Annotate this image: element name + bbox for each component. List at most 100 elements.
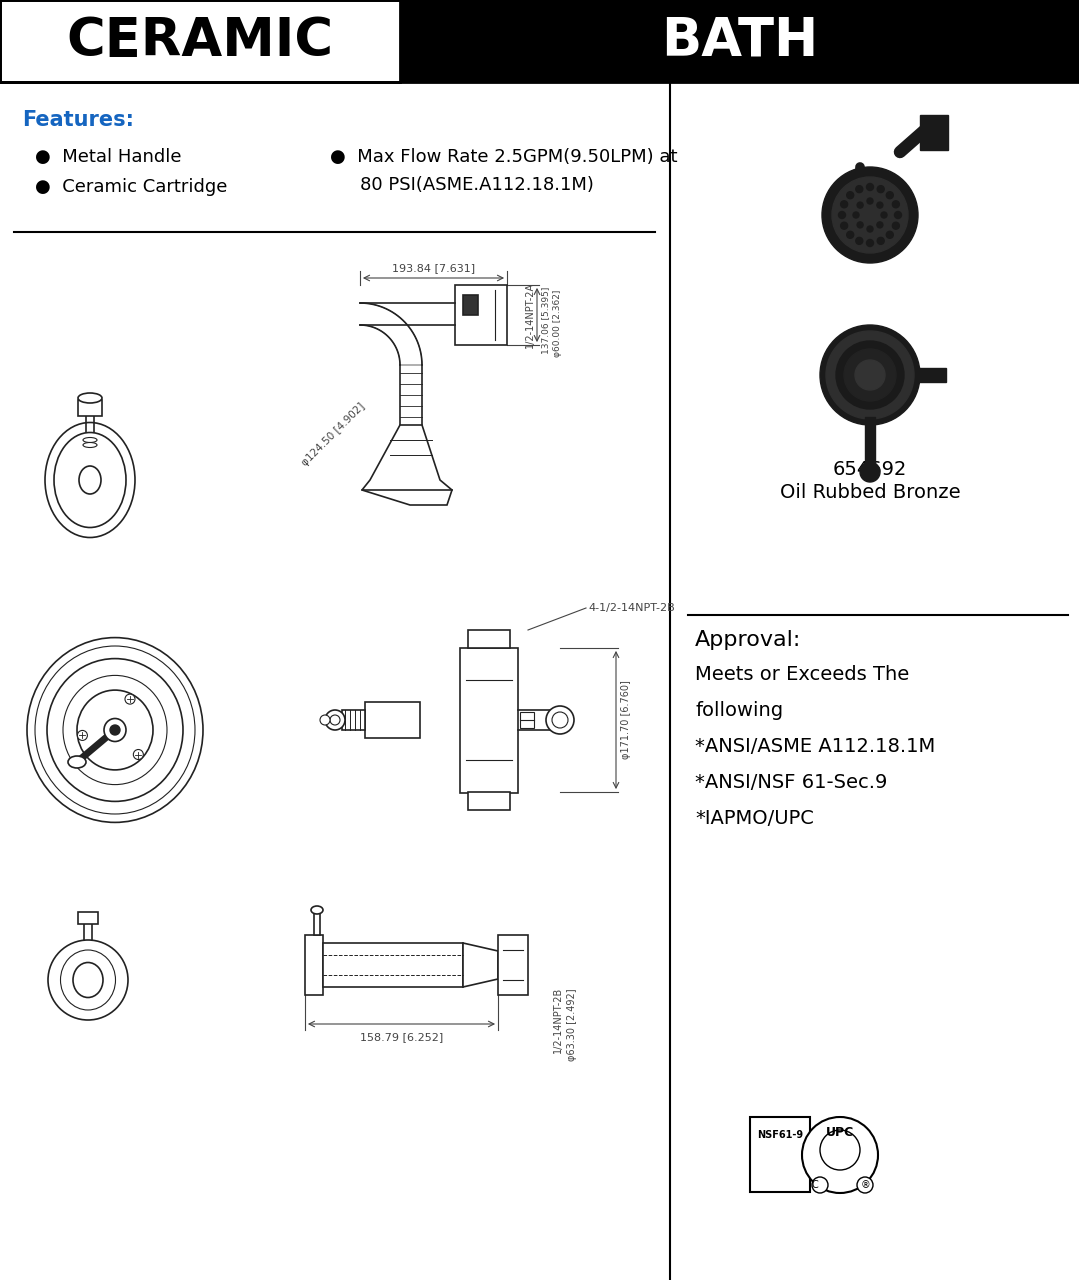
Text: 137.06 [5.395]: 137.06 [5.395] bbox=[541, 287, 550, 353]
Circle shape bbox=[822, 166, 918, 262]
Circle shape bbox=[855, 360, 885, 390]
Bar bbox=[314, 913, 320, 934]
Circle shape bbox=[868, 227, 873, 232]
Ellipse shape bbox=[47, 659, 183, 801]
Text: Approval:: Approval: bbox=[695, 630, 802, 650]
Circle shape bbox=[47, 940, 128, 1020]
Circle shape bbox=[856, 237, 863, 244]
Circle shape bbox=[868, 198, 873, 204]
Ellipse shape bbox=[63, 676, 167, 785]
Text: ®: ® bbox=[860, 1180, 870, 1190]
Circle shape bbox=[847, 192, 853, 198]
Circle shape bbox=[841, 223, 848, 229]
Text: 158.79 [6.252]: 158.79 [6.252] bbox=[360, 1032, 443, 1042]
Circle shape bbox=[827, 332, 914, 419]
Text: 654692: 654692 bbox=[833, 460, 907, 479]
Text: UPC: UPC bbox=[825, 1126, 855, 1139]
Circle shape bbox=[820, 325, 920, 425]
Text: *ANSI/ASME A112.18.1M: *ANSI/ASME A112.18.1M bbox=[695, 737, 935, 756]
Text: φ63.30 [2.492]: φ63.30 [2.492] bbox=[566, 988, 577, 1061]
Ellipse shape bbox=[54, 433, 126, 527]
Bar bbox=[463, 294, 478, 315]
Ellipse shape bbox=[83, 443, 97, 448]
Bar bbox=[323, 943, 463, 987]
Text: following: following bbox=[695, 701, 783, 719]
Circle shape bbox=[802, 1117, 878, 1193]
Bar bbox=[520, 712, 534, 728]
Text: NSF61-9: NSF61-9 bbox=[757, 1130, 803, 1140]
Circle shape bbox=[812, 1178, 828, 1193]
Text: ●  Max Flow Rate 2.5GPM(9.50LPM) at: ● Max Flow Rate 2.5GPM(9.50LPM) at bbox=[330, 148, 678, 166]
Bar bbox=[920, 115, 948, 150]
Circle shape bbox=[877, 186, 884, 192]
Ellipse shape bbox=[78, 393, 103, 403]
Ellipse shape bbox=[45, 422, 135, 538]
Bar bbox=[468, 630, 510, 648]
Text: Meets or Exceeds The: Meets or Exceeds The bbox=[695, 666, 910, 684]
Ellipse shape bbox=[27, 637, 203, 823]
Text: φ124.50 [4.902]: φ124.50 [4.902] bbox=[300, 402, 367, 468]
Bar bbox=[460, 648, 518, 794]
Circle shape bbox=[844, 349, 896, 401]
Circle shape bbox=[857, 221, 863, 228]
Bar bbox=[865, 417, 875, 472]
Ellipse shape bbox=[311, 906, 323, 914]
Circle shape bbox=[838, 211, 846, 219]
Text: H: H bbox=[47, 700, 56, 710]
Text: 80 PSI(ASME.A112.18.1M): 80 PSI(ASME.A112.18.1M) bbox=[360, 175, 593, 195]
Circle shape bbox=[877, 202, 883, 209]
Circle shape bbox=[857, 1178, 873, 1193]
Text: ●  Metal Handle: ● Metal Handle bbox=[35, 148, 181, 166]
Text: 193.84 [7.631]: 193.84 [7.631] bbox=[392, 262, 475, 273]
Circle shape bbox=[546, 707, 574, 733]
Bar bbox=[750, 1117, 810, 1192]
Ellipse shape bbox=[77, 690, 153, 769]
Circle shape bbox=[886, 232, 893, 238]
Text: *ANSI/NSF 61-Sec.9: *ANSI/NSF 61-Sec.9 bbox=[695, 773, 887, 792]
Text: BATH: BATH bbox=[661, 15, 819, 67]
Text: 4-1/2-14NPT-2B: 4-1/2-14NPT-2B bbox=[588, 603, 674, 613]
Text: φ171.70 [6.760]: φ171.70 [6.760] bbox=[622, 681, 631, 759]
Circle shape bbox=[134, 750, 144, 759]
Bar bbox=[305, 934, 323, 995]
Circle shape bbox=[866, 183, 874, 191]
Circle shape bbox=[892, 201, 900, 207]
Circle shape bbox=[894, 211, 901, 219]
Bar bbox=[468, 792, 510, 810]
Text: CERAMIC: CERAMIC bbox=[67, 15, 333, 67]
Circle shape bbox=[886, 192, 893, 198]
Circle shape bbox=[836, 340, 904, 410]
Ellipse shape bbox=[79, 466, 101, 494]
Circle shape bbox=[860, 462, 880, 483]
Circle shape bbox=[841, 201, 848, 207]
Circle shape bbox=[877, 237, 884, 244]
Circle shape bbox=[880, 212, 887, 218]
Circle shape bbox=[853, 212, 859, 218]
Bar bbox=[78, 399, 103, 416]
Text: C: C bbox=[174, 700, 182, 710]
Circle shape bbox=[857, 202, 863, 209]
Text: φ60.00 [2.362]: φ60.00 [2.362] bbox=[554, 289, 562, 357]
Bar bbox=[0, 0, 400, 82]
Text: *IAPMO/UPC: *IAPMO/UPC bbox=[695, 809, 814, 828]
Ellipse shape bbox=[104, 718, 126, 741]
Polygon shape bbox=[360, 303, 422, 365]
Circle shape bbox=[325, 710, 345, 730]
Circle shape bbox=[125, 694, 135, 704]
Text: 1/2-14NPT-2B: 1/2-14NPT-2B bbox=[554, 987, 563, 1053]
Circle shape bbox=[110, 724, 120, 735]
Bar bbox=[400, 0, 1079, 82]
Ellipse shape bbox=[68, 756, 86, 768]
Ellipse shape bbox=[73, 963, 103, 997]
Text: Oil Rubbed Bronze: Oil Rubbed Bronze bbox=[780, 483, 960, 502]
Bar bbox=[365, 701, 420, 739]
Bar bbox=[342, 710, 365, 730]
Circle shape bbox=[330, 716, 340, 724]
Bar bbox=[455, 285, 507, 346]
Circle shape bbox=[832, 177, 909, 253]
Text: OFF: OFF bbox=[103, 800, 127, 809]
Bar bbox=[78, 911, 98, 924]
Bar bbox=[0, 0, 1079, 82]
Bar bbox=[498, 934, 528, 995]
Text: C: C bbox=[811, 1180, 818, 1190]
